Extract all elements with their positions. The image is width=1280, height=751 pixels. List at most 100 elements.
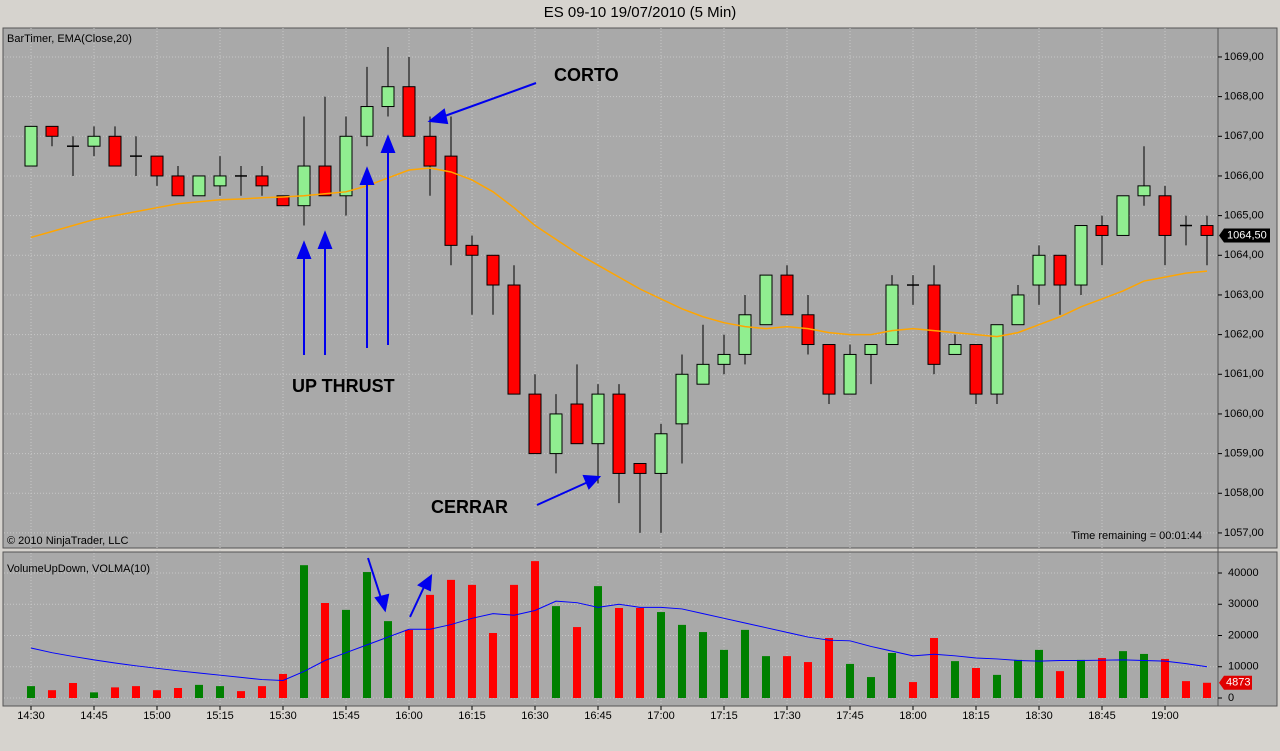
- y-tick-label: 1062,00: [1224, 329, 1264, 341]
- panel-label: VolumeUpDown, VOLMA(10): [7, 563, 150, 575]
- volume-bar: [783, 656, 791, 698]
- x-tick-label: 15:00: [143, 710, 171, 722]
- candle-body: [24, 125, 38, 167]
- volume-bar: [1203, 682, 1211, 698]
- volume-bar: [1014, 659, 1022, 698]
- volume-bar: [1140, 653, 1148, 698]
- y-tick-label: 1067,00: [1224, 130, 1264, 142]
- y-tick-label: 1069,00: [1224, 51, 1264, 63]
- candle-body: [696, 363, 710, 385]
- candle-body: [549, 413, 563, 455]
- volume-bar: [300, 565, 308, 698]
- volume-bar: [846, 663, 854, 698]
- volume-bar: [1056, 671, 1064, 698]
- volume-bar: [237, 691, 245, 698]
- candle-body: [1032, 254, 1046, 286]
- candle-body: [759, 274, 773, 326]
- volume-bar: [552, 606, 560, 698]
- volume-bar: [867, 677, 875, 698]
- volume-bar: [1098, 658, 1106, 698]
- candle-body: [990, 324, 1004, 395]
- volume-bar: [48, 690, 56, 698]
- volume-bar: [1182, 681, 1190, 698]
- volume-bar: [342, 609, 350, 698]
- candle-body: [864, 344, 878, 355]
- candle-body: [45, 125, 59, 137]
- volma-line: [30, 600, 1208, 682]
- volume-bar: [720, 649, 728, 698]
- candle-body: [213, 175, 227, 187]
- candle-body: [402, 86, 416, 137]
- candle-body: [885, 284, 899, 346]
- candle-body: [297, 165, 311, 207]
- volume-bar: [972, 668, 980, 698]
- candle-body: [108, 135, 122, 167]
- volume-bar: [132, 686, 140, 698]
- candle-body: [969, 344, 983, 395]
- candle-body: [1074, 225, 1088, 286]
- y-tick-label: 30000: [1228, 598, 1259, 610]
- y-tick-label: 1068,00: [1224, 91, 1264, 103]
- x-tick-label: 19:00: [1151, 710, 1179, 722]
- candle-body: [192, 175, 206, 197]
- last-volume-label: 4873: [1226, 677, 1250, 689]
- x-tick-label: 18:45: [1088, 710, 1116, 722]
- x-tick-label: 14:30: [17, 710, 45, 722]
- time-remaining: Time remaining = 00:01:44: [1071, 530, 1202, 542]
- candle-body: [1053, 254, 1067, 286]
- candle-body: [255, 175, 269, 187]
- candle-body: [276, 195, 290, 207]
- arrowhead: [296, 240, 312, 259]
- volume-bar: [825, 638, 833, 698]
- arrowhead: [359, 166, 375, 185]
- candle-body: [339, 135, 353, 197]
- annotation-arrows: [296, 82, 602, 618]
- x-tick-label: 18:30: [1025, 710, 1053, 722]
- x-tick-label: 14:45: [80, 710, 108, 722]
- arrowhead: [427, 108, 449, 125]
- y-tick-label: 1057,00: [1224, 527, 1264, 539]
- candle-body: [507, 284, 521, 395]
- x-tick-label: 17:00: [647, 710, 675, 722]
- arrow: [367, 557, 382, 599]
- volume-bar: [279, 673, 287, 698]
- labels: 1057,00 1058,00 1059,00 1060,00 1061,00 1062,…: [17, 51, 1270, 722]
- volume-bar: [510, 584, 518, 698]
- volume-bar: [111, 687, 119, 698]
- volume-bar: [741, 629, 749, 698]
- volume-bar: [426, 594, 434, 698]
- volume-bar: [90, 692, 98, 698]
- candle-body: [612, 393, 626, 474]
- candle-body: [1095, 225, 1109, 236]
- y-tick-label: 0: [1228, 692, 1234, 704]
- x-tick-label: 16:30: [521, 710, 549, 722]
- volume-bar: [615, 608, 623, 698]
- y-tick-label: 10000: [1228, 661, 1259, 673]
- volume-bar: [531, 561, 539, 698]
- volume-bar: [447, 579, 455, 698]
- volume-bar: [405, 629, 413, 698]
- arrowhead: [380, 134, 396, 153]
- volume-bar: [153, 690, 161, 698]
- candle-body: [591, 393, 605, 445]
- marks: [24, 47, 1214, 698]
- volume-bar: [888, 653, 896, 698]
- candle-body: [360, 106, 374, 137]
- arrow: [409, 586, 425, 618]
- arrowhead: [374, 593, 390, 613]
- arrowhead: [317, 230, 333, 249]
- y-tick-label: 40000: [1228, 567, 1259, 579]
- x-tick-label: 15:15: [206, 710, 234, 722]
- candle-body: [822, 344, 836, 395]
- y-tick-label: 1066,00: [1224, 170, 1264, 182]
- volume-bar: [951, 661, 959, 698]
- candle-body: [465, 244, 479, 256]
- last-price-box: [1219, 228, 1270, 243]
- candle-body: [675, 373, 689, 425]
- volume-bar: [1077, 659, 1085, 698]
- candle-body: [171, 175, 185, 197]
- volume-bar: [69, 683, 77, 698]
- annotation: CERRAR: [431, 497, 508, 517]
